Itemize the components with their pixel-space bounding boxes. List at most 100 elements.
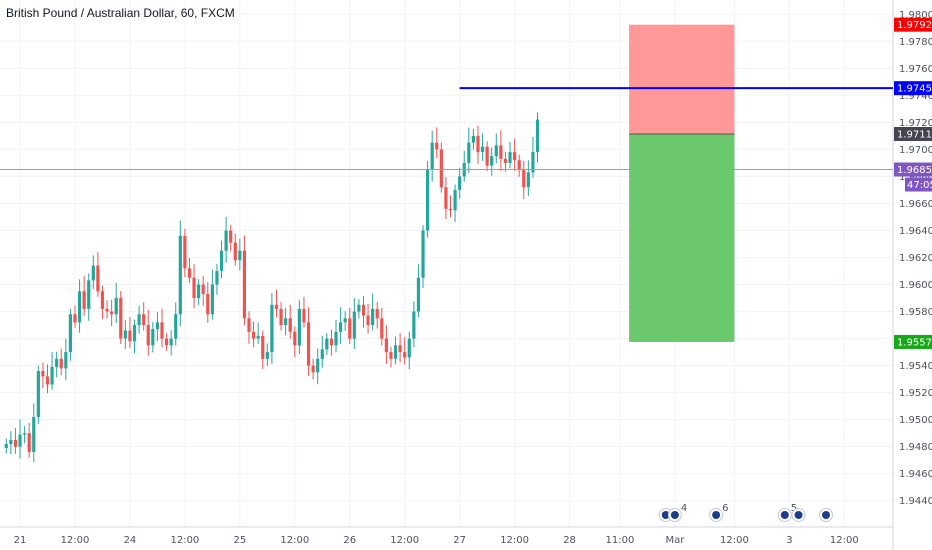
candle[interactable]: [238, 250, 242, 261]
candle[interactable]: [435, 142, 439, 150]
candle[interactable]: [407, 338, 411, 358]
candle[interactable]: [503, 158, 508, 163]
candle[interactable]: [522, 169, 526, 188]
candle[interactable]: [155, 322, 160, 330]
candle[interactable]: [105, 308, 109, 312]
candle[interactable]: [485, 146, 489, 166]
candle[interactable]: [311, 365, 315, 373]
candle[interactable]: [41, 371, 45, 377]
candle[interactable]: [526, 172, 530, 188]
candle[interactable]: [229, 230, 233, 243]
candle[interactable]: [151, 329, 155, 346]
candle[interactable]: [535, 119, 540, 153]
candle[interactable]: [64, 352, 68, 369]
candle[interactable]: [384, 338, 388, 353]
candle[interactable]: [119, 298, 123, 339]
candle[interactable]: [265, 352, 269, 359]
candle[interactable]: [389, 352, 393, 359]
candle[interactable]: [178, 235, 182, 315]
candle[interactable]: [256, 335, 260, 339]
candle[interactable]: [123, 330, 127, 339]
candle[interactable]: [87, 280, 91, 309]
candle[interactable]: [517, 160, 521, 170]
candle[interactable]: [45, 376, 50, 385]
candle[interactable]: [270, 304, 274, 353]
candle[interactable]: [73, 314, 77, 323]
candle[interactable]: [77, 291, 82, 323]
candle[interactable]: [284, 318, 288, 326]
candle[interactable]: [251, 331, 256, 339]
candle[interactable]: [68, 314, 73, 353]
candle[interactable]: [233, 242, 237, 261]
candle[interactable]: [201, 284, 205, 294]
candle[interactable]: [444, 187, 448, 209]
candle[interactable]: [174, 314, 178, 339]
candle[interactable]: [23, 433, 27, 435]
candle[interactable]: [357, 304, 361, 312]
candle[interactable]: [9, 439, 13, 444]
candle[interactable]: [325, 338, 329, 350]
candle[interactable]: [142, 314, 146, 326]
candle[interactable]: [476, 135, 480, 153]
candle[interactable]: [471, 135, 475, 143]
candle[interactable]: [110, 311, 114, 315]
candle[interactable]: [137, 314, 141, 326]
candle[interactable]: [338, 322, 343, 332]
candle[interactable]: [490, 156, 494, 166]
candle[interactable]: [513, 152, 517, 161]
candle[interactable]: [403, 352, 407, 358]
candle[interactable]: [55, 358, 59, 367]
candle[interactable]: [169, 338, 173, 346]
candle[interactable]: [306, 322, 311, 366]
candle[interactable]: [297, 308, 301, 346]
candle[interactable]: [380, 318, 384, 339]
candle[interactable]: [366, 315, 370, 326]
candle[interactable]: [132, 325, 137, 342]
candle[interactable]: [416, 277, 421, 312]
candle[interactable]: [320, 349, 324, 359]
candle[interactable]: [371, 308, 375, 326]
candle[interactable]: [448, 208, 453, 211]
candle[interactable]: [467, 142, 471, 163]
candle[interactable]: [192, 277, 196, 299]
take-profit-zone[interactable]: [629, 133, 735, 342]
candle[interactable]: [197, 284, 201, 299]
candle[interactable]: [219, 250, 224, 272]
candle[interactable]: [242, 250, 247, 319]
candle[interactable]: [114, 298, 118, 315]
candle[interactable]: [82, 291, 86, 309]
candle[interactable]: [494, 145, 498, 157]
candle[interactable]: [279, 308, 283, 326]
candle[interactable]: [480, 146, 485, 153]
candle[interactable]: [531, 152, 535, 173]
candle[interactable]: [96, 265, 100, 292]
candle[interactable]: [439, 149, 443, 188]
candle[interactable]: [361, 304, 366, 316]
candle[interactable]: [146, 325, 150, 346]
candle[interactable]: [352, 311, 356, 339]
candle[interactable]: [453, 189, 457, 211]
candle[interactable]: [499, 145, 503, 159]
candle[interactable]: [187, 268, 192, 278]
candle[interactable]: [247, 318, 251, 332]
candle[interactable]: [91, 265, 95, 281]
candle[interactable]: [128, 330, 132, 342]
candle[interactable]: [334, 331, 338, 346]
candle[interactable]: [59, 358, 63, 369]
stop-loss-zone[interactable]: [629, 24, 735, 134]
candle[interactable]: [4, 443, 8, 449]
candle[interactable]: [458, 176, 462, 190]
candle[interactable]: [398, 345, 402, 353]
candle[interactable]: [412, 311, 416, 339]
candle[interactable]: [183, 235, 187, 269]
candle[interactable]: [274, 304, 279, 309]
candle[interactable]: [160, 322, 164, 339]
candle[interactable]: [215, 271, 219, 285]
candle[interactable]: [421, 230, 425, 278]
candle[interactable]: [18, 434, 22, 447]
candle[interactable]: [293, 331, 297, 346]
candle[interactable]: [206, 293, 210, 315]
candle[interactable]: [50, 366, 54, 385]
candle[interactable]: [375, 308, 379, 319]
